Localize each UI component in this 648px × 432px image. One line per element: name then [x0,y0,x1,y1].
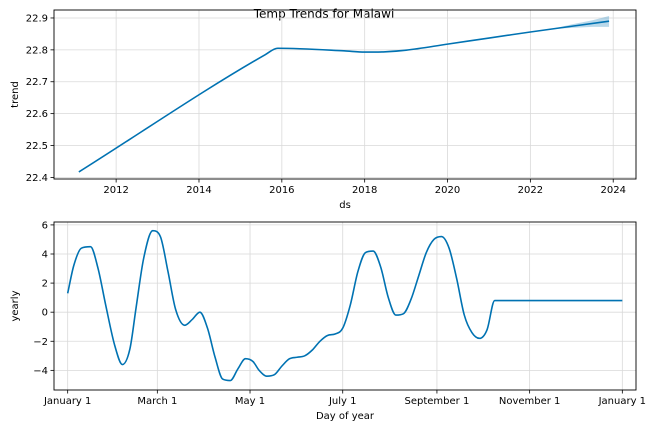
x-tick-label: 2016 [269,185,294,196]
figure-title: Temp Trends for Malawi [253,7,395,21]
y-tick-label: 22.6 [26,109,48,120]
axes-frame [53,9,637,180]
x-tick-label: 2014 [186,185,211,196]
x-tick-label: 2020 [435,185,460,196]
x-tick-label: 2018 [352,185,377,196]
y-tick-label: 22.4 [26,173,48,184]
y-tick-label: 22.9 [26,13,48,24]
x-tick-label: March 1 [137,396,177,407]
y-tick-label: 22.8 [26,45,48,56]
yearly-panel: January 1 March 1 May 1 July 1 September 1 No… [10,220,646,422]
x-axis-label: ds [339,200,351,211]
y-tick-label: 6 [42,220,48,231]
x-tick-label: July 1 [328,396,357,407]
uncertainty-band [551,16,610,30]
x-tick-label: 2024 [600,185,625,196]
y-tick-label: −2 [33,337,48,348]
y-tick-label: 2 [42,279,48,290]
x-tick-label: 2022 [518,185,543,196]
x-tick-label: January 1 [598,396,646,407]
y-axis-label: yearly [10,290,21,321]
y-tick-label: 22.7 [26,77,48,88]
x-tick-label: May 1 [235,396,265,407]
y-tick-label: 4 [42,250,48,261]
y-tick-label: −4 [33,366,48,377]
y-tick-label: 0 [42,308,48,319]
y-tick-label: 22.5 [26,141,48,152]
x-tick-label: January 1 [43,396,91,407]
y-axis-label: trend [10,81,21,108]
series-line-0 [66,229,623,382]
axes-frame [53,221,637,391]
x-tick-label: 2012 [103,185,128,196]
trend-panel: 2012 2014 2016 2018 2020 2022 2024 22.4 22.5 22.6… [10,9,637,211]
x-axis-label: Day of year [316,411,375,422]
x-tick-label: September 1 [405,396,470,407]
series-line-0 [78,20,610,173]
x-tick-label: November 1 [499,396,561,407]
